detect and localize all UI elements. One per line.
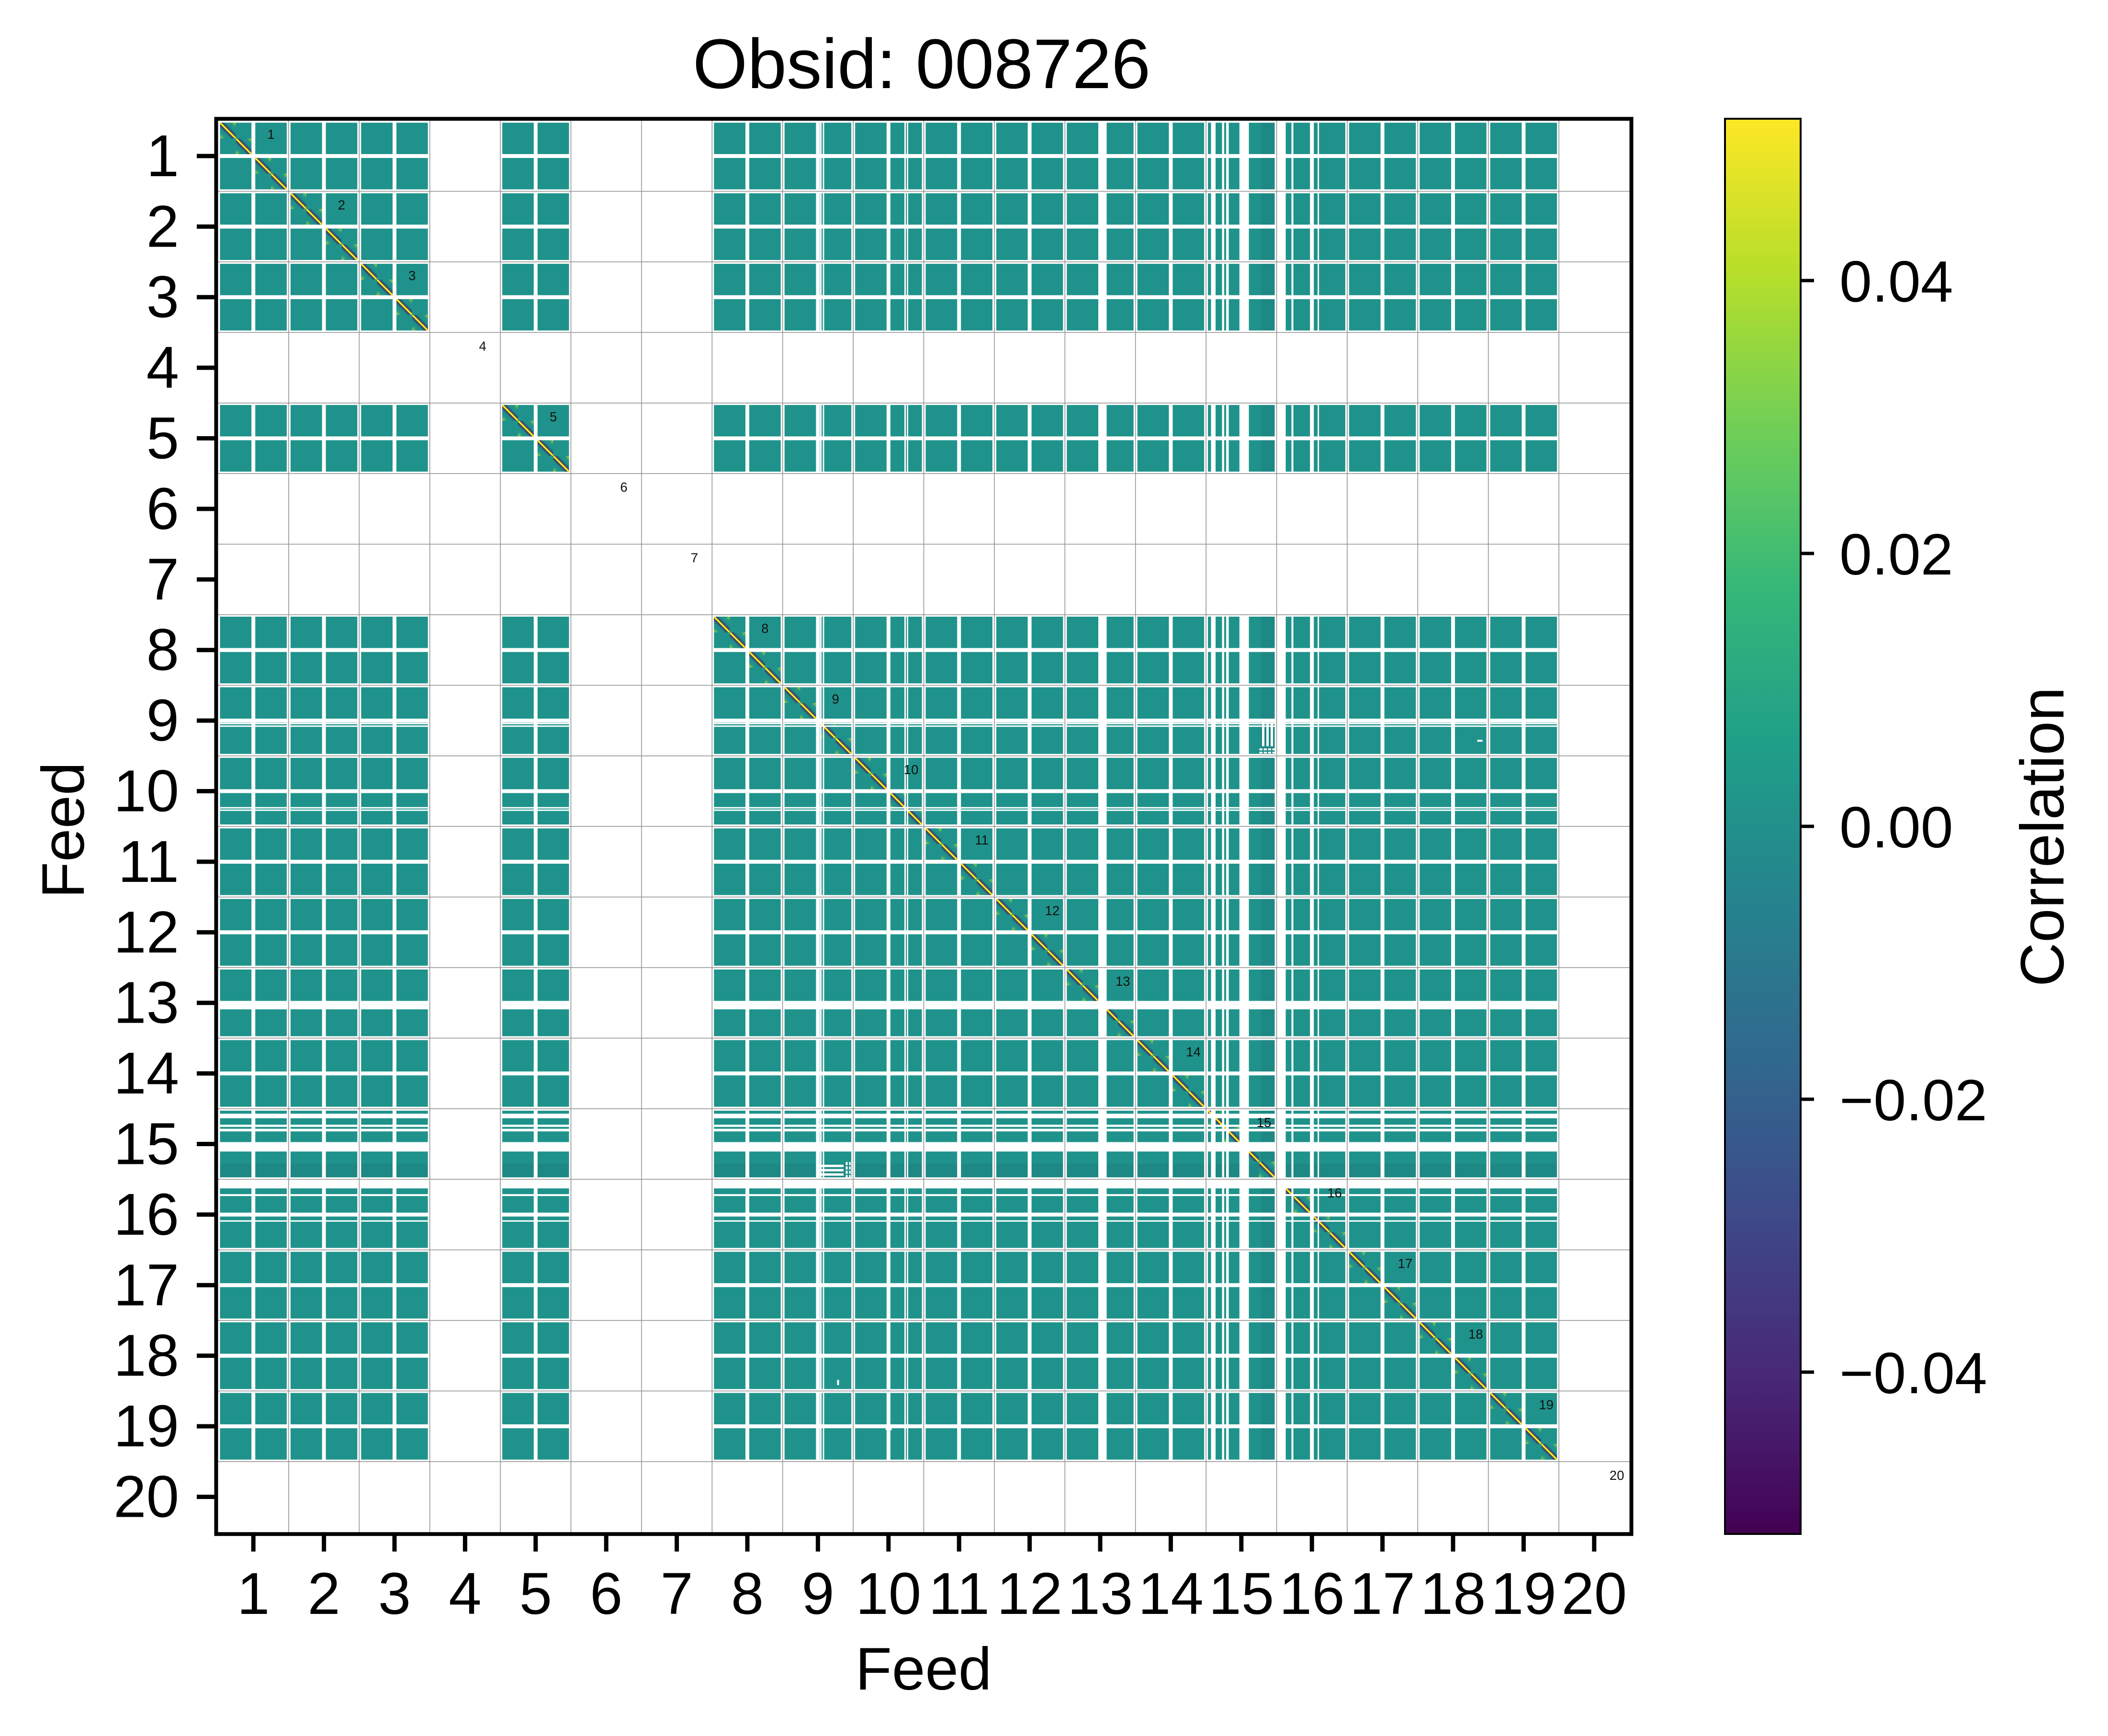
svg-text:10: 10 bbox=[113, 759, 179, 824]
svg-text:12: 12 bbox=[113, 900, 179, 965]
svg-text:6: 6 bbox=[147, 476, 179, 542]
svg-text:2: 2 bbox=[338, 198, 345, 213]
svg-text:2: 2 bbox=[147, 194, 179, 259]
svg-text:1: 1 bbox=[147, 124, 179, 189]
svg-text:4: 4 bbox=[449, 1561, 481, 1627]
svg-text:9: 9 bbox=[801, 1561, 834, 1627]
svg-text:11: 11 bbox=[118, 829, 179, 895]
svg-text:6: 6 bbox=[590, 1561, 622, 1627]
svg-text:3: 3 bbox=[408, 268, 416, 283]
svg-text:8: 8 bbox=[731, 1561, 764, 1627]
svg-text:17: 17 bbox=[113, 1252, 179, 1318]
svg-text:Correlation: Correlation bbox=[2008, 687, 2077, 987]
svg-text:8: 8 bbox=[761, 621, 768, 636]
svg-text:7: 7 bbox=[147, 547, 179, 612]
svg-text:18: 18 bbox=[1420, 1561, 1486, 1627]
svg-text:2: 2 bbox=[307, 1561, 340, 1627]
svg-text:6: 6 bbox=[620, 480, 627, 495]
svg-text:−0.04: −0.04 bbox=[1839, 1341, 1987, 1406]
svg-text:16: 16 bbox=[1327, 1185, 1342, 1200]
svg-text:1: 1 bbox=[267, 127, 274, 142]
svg-text:7: 7 bbox=[691, 551, 698, 565]
svg-text:16: 16 bbox=[1279, 1561, 1345, 1627]
svg-text:20: 20 bbox=[1561, 1561, 1627, 1627]
svg-text:11: 11 bbox=[928, 1561, 990, 1627]
svg-text:5: 5 bbox=[147, 406, 179, 472]
svg-text:13: 13 bbox=[1068, 1561, 1133, 1627]
svg-text:14: 14 bbox=[1186, 1044, 1201, 1059]
svg-text:8: 8 bbox=[147, 618, 179, 683]
svg-text:0.00: 0.00 bbox=[1839, 795, 1953, 860]
svg-text:Obsid: 008726: Obsid: 008726 bbox=[693, 25, 1150, 103]
svg-text:4: 4 bbox=[479, 338, 486, 353]
svg-text:Feed: Feed bbox=[30, 762, 97, 899]
svg-text:0.02: 0.02 bbox=[1839, 522, 1953, 587]
svg-text:14: 14 bbox=[1138, 1561, 1204, 1627]
svg-text:12: 12 bbox=[1045, 903, 1060, 918]
svg-text:5: 5 bbox=[519, 1561, 552, 1627]
svg-text:15: 15 bbox=[1208, 1561, 1274, 1627]
svg-text:11: 11 bbox=[975, 833, 989, 847]
svg-text:15: 15 bbox=[1257, 1115, 1272, 1130]
svg-text:4: 4 bbox=[147, 335, 179, 401]
svg-text:3: 3 bbox=[147, 265, 179, 330]
svg-text:9: 9 bbox=[147, 688, 179, 754]
svg-text:7: 7 bbox=[660, 1561, 693, 1627]
svg-text:0.04: 0.04 bbox=[1839, 249, 1953, 314]
svg-text:17: 17 bbox=[1398, 1256, 1413, 1271]
svg-text:14: 14 bbox=[113, 1041, 179, 1106]
svg-text:3: 3 bbox=[378, 1561, 411, 1627]
svg-text:17: 17 bbox=[1350, 1561, 1415, 1627]
svg-text:Feed: Feed bbox=[856, 1636, 992, 1702]
svg-text:18: 18 bbox=[1468, 1327, 1483, 1341]
svg-text:19: 19 bbox=[113, 1394, 179, 1459]
svg-text:10: 10 bbox=[904, 762, 919, 777]
svg-text:19: 19 bbox=[1539, 1397, 1554, 1412]
svg-text:16: 16 bbox=[113, 1182, 179, 1248]
svg-text:18: 18 bbox=[113, 1323, 179, 1389]
svg-text:20: 20 bbox=[113, 1465, 179, 1530]
svg-text:20: 20 bbox=[1610, 1468, 1624, 1483]
svg-text:1: 1 bbox=[237, 1561, 270, 1627]
svg-text:5: 5 bbox=[550, 409, 557, 424]
svg-text:15: 15 bbox=[113, 1112, 179, 1177]
svg-text:12: 12 bbox=[997, 1561, 1062, 1627]
svg-text:10: 10 bbox=[856, 1561, 921, 1627]
svg-text:13: 13 bbox=[113, 970, 179, 1036]
svg-text:13: 13 bbox=[1116, 974, 1130, 989]
svg-text:9: 9 bbox=[832, 691, 839, 706]
svg-text:−0.02: −0.02 bbox=[1839, 1068, 1987, 1133]
svg-text:19: 19 bbox=[1491, 1561, 1556, 1627]
